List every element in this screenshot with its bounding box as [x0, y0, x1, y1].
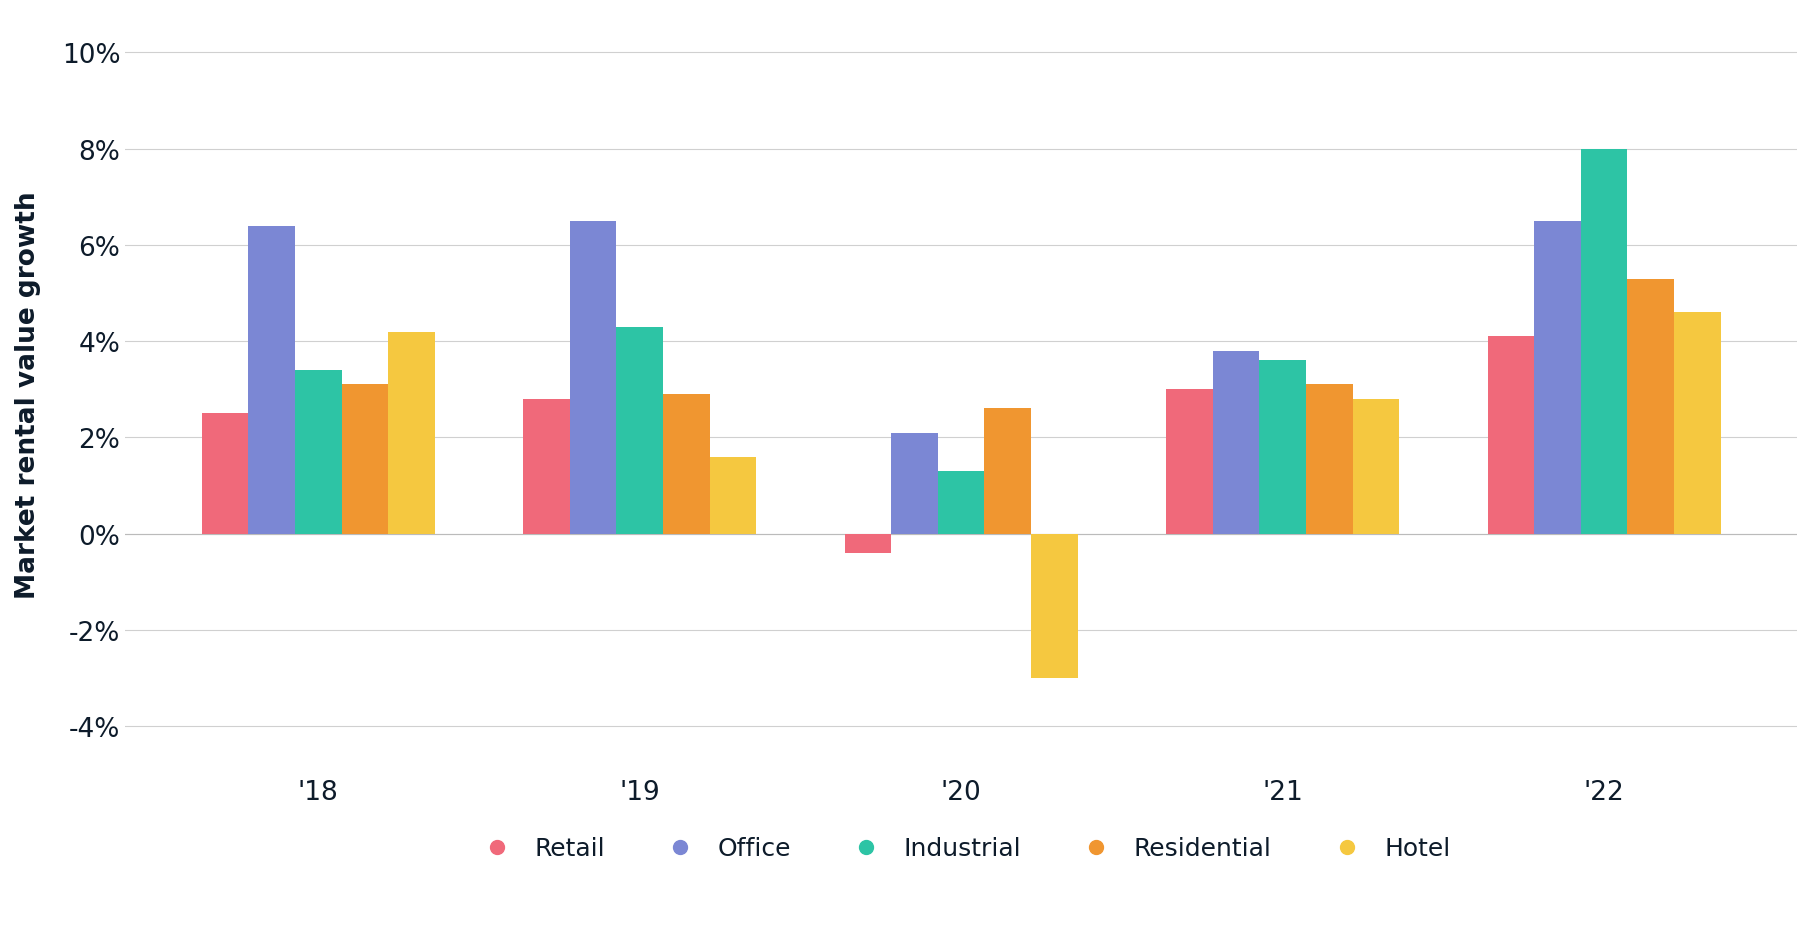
Bar [1488, 337, 1535, 534]
Bar [710, 457, 756, 534]
Bar [1167, 389, 1212, 534]
Bar [1535, 222, 1580, 534]
Bar [844, 534, 892, 553]
Bar [1259, 361, 1306, 534]
Bar [1306, 385, 1352, 534]
Bar [569, 222, 616, 534]
Bar [1674, 313, 1721, 534]
Bar [1627, 279, 1674, 534]
Bar [1352, 400, 1399, 534]
Bar [248, 227, 295, 534]
Bar [1580, 150, 1627, 534]
Bar [892, 433, 939, 534]
Bar [388, 332, 435, 534]
Bar [984, 409, 1031, 534]
Bar [341, 385, 388, 534]
Legend: Retail, Office, Industrial, Residential, Hotel: Retail, Office, Industrial, Residential,… [471, 837, 1450, 860]
Bar [616, 328, 663, 534]
Y-axis label: Market rental value growth: Market rental value growth [14, 191, 42, 598]
Bar [1031, 534, 1078, 679]
Bar [295, 371, 341, 534]
Bar [1212, 351, 1259, 534]
Bar [524, 400, 569, 534]
Bar [939, 472, 984, 534]
Bar [201, 414, 248, 534]
Bar [663, 395, 710, 534]
